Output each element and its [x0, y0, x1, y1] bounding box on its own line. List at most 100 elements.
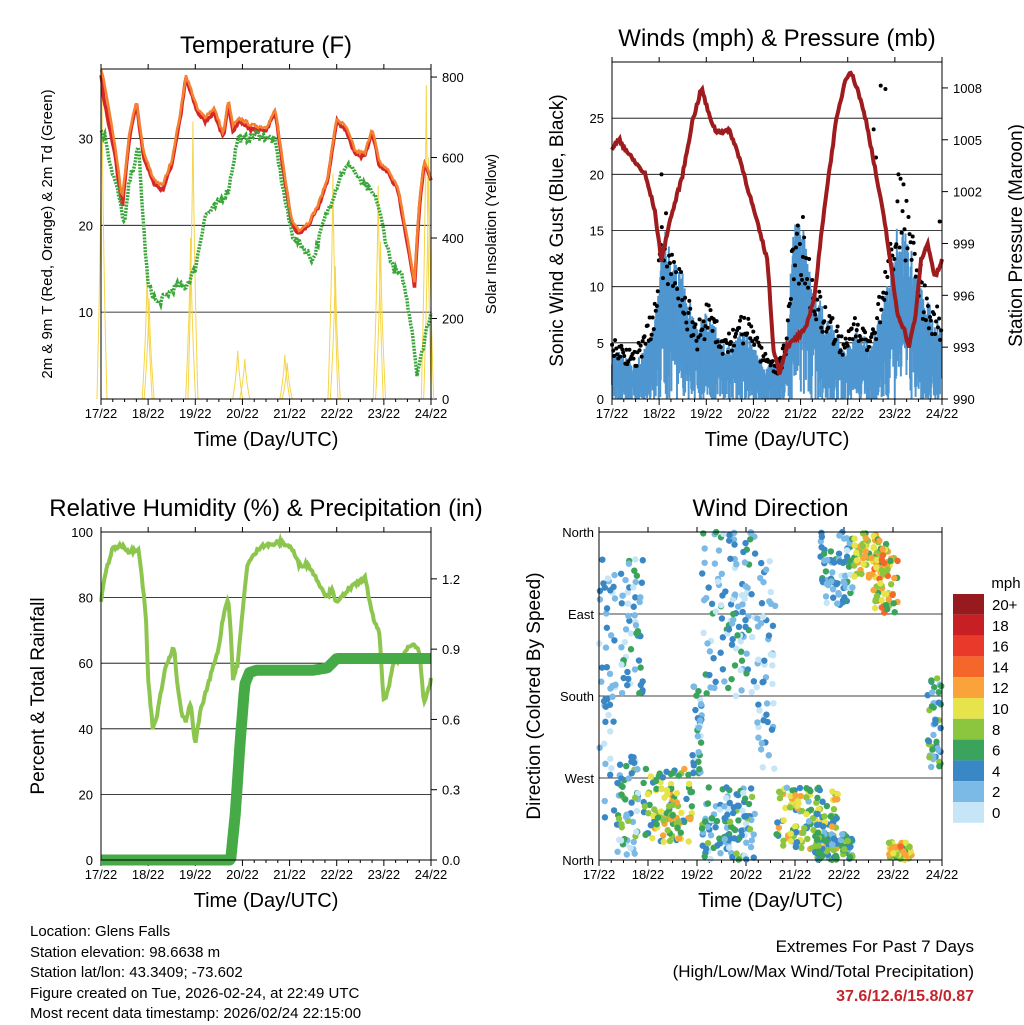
direction-point	[710, 844, 717, 852]
direction-point	[728, 675, 735, 683]
gust-point	[849, 326, 854, 331]
gust-point	[814, 317, 819, 322]
gust-point	[793, 245, 798, 250]
direction-point	[602, 760, 609, 768]
direction-point	[622, 813, 630, 821]
direction-point	[658, 785, 665, 793]
gust-point	[813, 312, 818, 317]
direction-point	[877, 580, 884, 587]
gust-point	[901, 182, 906, 187]
direction-point	[739, 807, 746, 814]
gust-point	[836, 334, 841, 339]
gust-point	[830, 316, 835, 321]
x-tick-label: 23/22	[368, 867, 401, 882]
legend-label: 16	[992, 639, 1009, 656]
direction-point	[887, 557, 894, 565]
gust-point	[860, 337, 865, 342]
direction-point	[663, 768, 670, 775]
direction-point	[660, 838, 667, 845]
gust-point	[879, 307, 884, 312]
direction-point	[718, 615, 726, 622]
gust-point	[800, 254, 805, 259]
direction-point	[897, 843, 904, 850]
direction-point	[630, 584, 637, 591]
gust-point	[710, 328, 715, 333]
direction-point	[730, 809, 737, 817]
direction-point	[678, 809, 685, 817]
legend-swatch	[953, 594, 984, 615]
direction-point	[717, 602, 725, 609]
direction-point	[746, 825, 754, 833]
direction-point	[789, 787, 796, 794]
direction-point	[622, 796, 629, 803]
direction-point	[891, 574, 898, 582]
direction-point	[602, 695, 609, 702]
direction-point	[603, 663, 611, 671]
direction-point	[853, 549, 860, 556]
gust-point	[878, 83, 883, 88]
direction-point	[822, 593, 830, 600]
direction-point	[739, 608, 746, 616]
gust-point	[741, 341, 746, 346]
gust-point	[840, 352, 845, 357]
gust-point	[857, 333, 862, 338]
direction-point	[787, 837, 795, 845]
direction-point	[822, 568, 830, 575]
gust-point	[906, 215, 911, 220]
gust-point	[883, 270, 888, 275]
gust-point	[912, 251, 917, 256]
direction-point	[748, 793, 756, 801]
direction-point	[618, 661, 625, 668]
x-tick-label: 19/22	[690, 406, 723, 421]
direction-point	[745, 800, 753, 808]
direction-point	[718, 570, 726, 578]
y-tick-label: 10	[590, 280, 604, 295]
direction-point	[675, 818, 682, 825]
legend-swatch	[953, 718, 984, 740]
direction-point	[758, 740, 766, 747]
direction-point	[747, 843, 755, 851]
direction-point	[871, 604, 879, 612]
y-tick-label: West	[565, 771, 595, 786]
legend-label: 8	[992, 722, 1000, 739]
direction-point	[761, 657, 768, 664]
direction-point	[829, 586, 837, 593]
direction-point	[714, 578, 721, 585]
direction-point	[690, 769, 697, 777]
direction-point	[725, 626, 733, 633]
direction-point	[862, 548, 869, 555]
x-tick-label: 18/22	[643, 406, 676, 421]
direction-point	[759, 764, 766, 771]
y-tick-label: North	[562, 525, 594, 540]
gust-point	[875, 316, 880, 321]
direction-point	[625, 775, 633, 782]
chart-title: Temperature (F)	[180, 32, 352, 59]
direction-point	[697, 717, 704, 724]
gust-point	[855, 322, 860, 327]
y2-tick-label: 1008	[953, 81, 982, 96]
direction-point	[873, 556, 881, 564]
direction-point	[701, 545, 708, 552]
elevation-text: Station elevation: 98.6638 m	[30, 943, 221, 961]
direction-point	[708, 814, 716, 822]
gust-point	[791, 277, 796, 282]
direction-point	[818, 853, 826, 860]
x-tick-label: 19/22	[681, 867, 714, 882]
gust-point	[823, 305, 828, 310]
created-text: Figure created on Tue, 2026-02-24, at 22…	[30, 984, 360, 1002]
direction-point	[607, 728, 614, 735]
gust-point	[883, 86, 888, 91]
gust-point	[750, 339, 755, 344]
y2-tick-label: 1.2	[442, 572, 460, 587]
direction-point	[701, 559, 708, 566]
direction-point	[770, 700, 777, 707]
gust-point	[913, 274, 918, 279]
gust-point	[877, 294, 882, 299]
direction-point	[776, 795, 784, 802]
direction-point	[728, 641, 736, 648]
direction-point	[741, 559, 749, 566]
gust-point	[763, 351, 768, 356]
direction-point	[807, 787, 814, 795]
gust-point	[884, 291, 889, 296]
direction-point	[733, 560, 740, 568]
